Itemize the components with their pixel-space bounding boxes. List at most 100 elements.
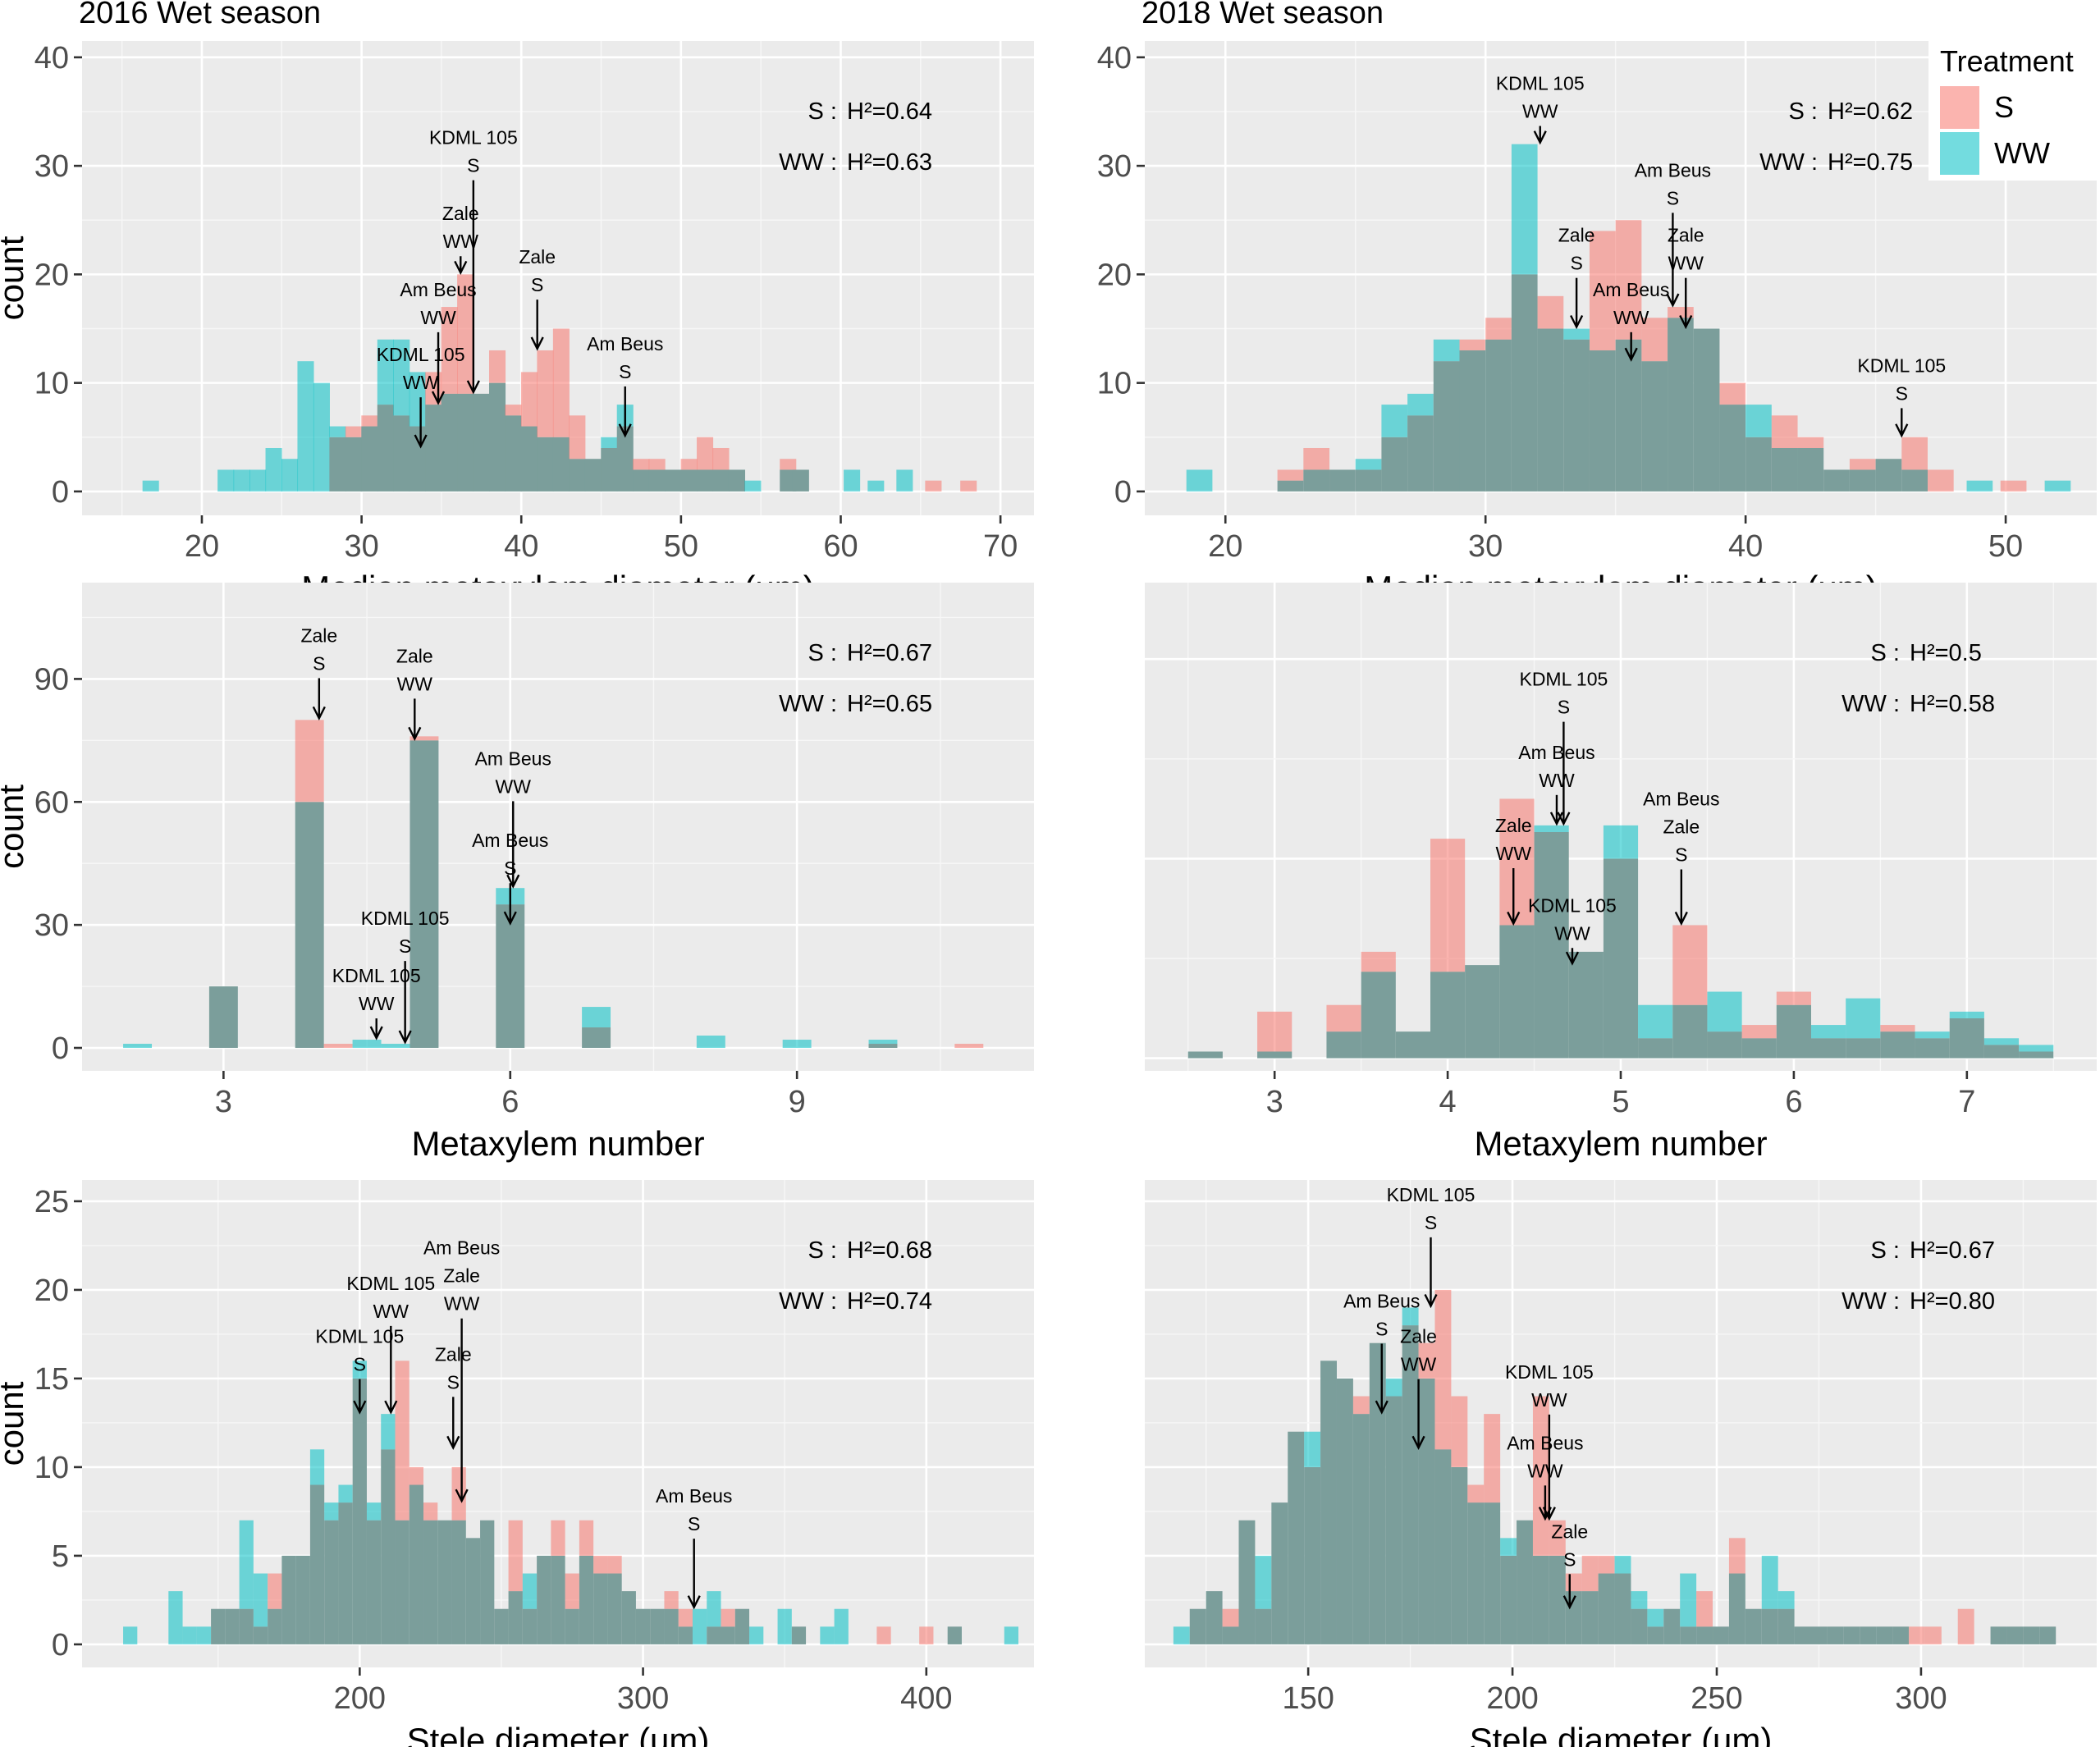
annotation-label: KDML 105 bbox=[346, 1273, 435, 1294]
annotation-label: S bbox=[313, 652, 325, 674]
legend: Treatment S WW bbox=[1928, 41, 2097, 181]
bar-s bbox=[1719, 382, 1746, 405]
bar-ww bbox=[239, 1520, 254, 1609]
bar-ww bbox=[123, 1044, 153, 1049]
bar-ww bbox=[366, 1502, 382, 1521]
bar-overlap bbox=[1761, 1608, 1778, 1644]
bar-overlap bbox=[1484, 1502, 1501, 1644]
annotation-label: Am Beus bbox=[1518, 742, 1594, 763]
bar-overlap bbox=[345, 437, 362, 492]
y-axis-label: count bbox=[0, 1381, 30, 1466]
annotation-label: WW bbox=[1531, 1389, 1567, 1411]
annotation-label: Am Beus bbox=[423, 1237, 500, 1259]
annotation-arrowhead bbox=[1679, 314, 1693, 330]
bar-overlap bbox=[1288, 1431, 1305, 1644]
bar-ww bbox=[777, 1608, 792, 1644]
bar-s bbox=[680, 459, 698, 470]
bar-ww bbox=[782, 1040, 812, 1049]
bar-overlap bbox=[1451, 1466, 1468, 1644]
bar-overlap bbox=[633, 469, 650, 492]
annotation-label: WW bbox=[420, 307, 456, 328]
annotation-arrowhead bbox=[1674, 911, 1688, 926]
season-title: 2018 Wet season bbox=[1142, 0, 1384, 30]
y-tick-label: 15 bbox=[34, 1362, 69, 1397]
bar-ww bbox=[1304, 1431, 1321, 1467]
bar-overlap bbox=[1369, 1342, 1386, 1644]
bar-ww bbox=[1511, 144, 1538, 275]
y-axis-label: count bbox=[0, 784, 30, 869]
annotation-label: KDML 105 bbox=[1857, 354, 1946, 376]
bar-overlap bbox=[1741, 1038, 1777, 1059]
bar-overlap bbox=[1465, 965, 1500, 1059]
bar-overlap bbox=[1719, 405, 1746, 492]
panel-p5: 200 300 400 0 5 10 15 20 25 Stele diameter (um) co… bbox=[0, 1180, 1034, 1747]
heritability-label: S : bbox=[1871, 640, 1900, 666]
bar-overlap bbox=[537, 1555, 551, 1644]
bar-overlap bbox=[1827, 1626, 1844, 1644]
bar-overlap bbox=[393, 415, 410, 492]
bar-s bbox=[1668, 307, 1694, 318]
bar-overlap bbox=[295, 802, 324, 1049]
annotation-arrowhead bbox=[1565, 951, 1580, 966]
heritability-label: S : bbox=[1789, 98, 1818, 125]
bar-overlap bbox=[1875, 459, 1902, 492]
annotation-label: Zale bbox=[435, 1343, 472, 1365]
bar-ww bbox=[1915, 1031, 1950, 1039]
bar-overlap bbox=[1614, 1573, 1631, 1644]
bar-overlap bbox=[324, 1520, 339, 1644]
bar-overlap bbox=[648, 469, 666, 492]
bar-s bbox=[780, 459, 797, 470]
bar-s bbox=[1598, 1555, 1615, 1574]
y-tick-label: 10 bbox=[34, 1451, 69, 1485]
annotation-label: Am Beus bbox=[472, 830, 548, 851]
bar-ww bbox=[313, 382, 330, 492]
annotation-label: Zale bbox=[1551, 1521, 1588, 1542]
bar-ww bbox=[1647, 1608, 1664, 1627]
annotation-arrowhead bbox=[1533, 130, 1547, 145]
y-tick-label: 0 bbox=[1114, 475, 1132, 510]
bar-ww bbox=[142, 480, 159, 492]
bar-s bbox=[1771, 415, 1798, 448]
bar-overlap bbox=[616, 426, 634, 492]
bar-s bbox=[579, 1520, 594, 1556]
bar-overlap bbox=[1395, 1031, 1430, 1059]
annotation-label: S bbox=[1425, 1212, 1437, 1233]
bar-overlap bbox=[1680, 1626, 1697, 1644]
bar-overlap bbox=[1745, 437, 1772, 492]
annotation-label: S bbox=[399, 935, 411, 957]
bar-ww bbox=[2019, 1045, 2054, 1052]
bar-ww bbox=[1355, 459, 1382, 470]
heritability-label: WW : bbox=[779, 1288, 837, 1315]
annotation-label: WW bbox=[1527, 1460, 1563, 1481]
bar-s bbox=[1581, 1555, 1599, 1592]
panel-background bbox=[82, 583, 1034, 1071]
annotation-label: S bbox=[688, 1513, 700, 1534]
bar-overlap bbox=[441, 393, 458, 492]
bar-overlap bbox=[465, 1538, 481, 1644]
bar-overlap bbox=[1407, 415, 1434, 492]
annotation-label: KDML 105 bbox=[361, 908, 450, 929]
x-tick-label: 150 bbox=[1282, 1681, 1334, 1716]
bar-s bbox=[697, 437, 714, 470]
bar-s bbox=[925, 480, 942, 492]
bar-overlap bbox=[225, 1608, 240, 1644]
bar-ww bbox=[1983, 1038, 2020, 1045]
annotation-label: S bbox=[531, 274, 543, 295]
y-tick-label: 25 bbox=[34, 1185, 69, 1219]
bar-overlap bbox=[1776, 1004, 1811, 1059]
bar-ww bbox=[309, 1449, 325, 1485]
annotation-arrowhead bbox=[1562, 1595, 1576, 1610]
heritability-value: H²=0.68 bbox=[847, 1237, 932, 1264]
annotation-arrowhead bbox=[408, 726, 422, 742]
bar-s bbox=[1484, 1414, 1501, 1503]
bar-s bbox=[537, 350, 554, 437]
annotation-label: KDML 105 bbox=[332, 965, 421, 986]
y-tick-label: 0 bbox=[52, 1628, 69, 1662]
bar-s bbox=[295, 720, 324, 803]
annotation-arrowhead bbox=[312, 706, 326, 721]
annotation-label: WW bbox=[444, 1293, 480, 1315]
bar-s bbox=[633, 459, 650, 470]
x-tick-label: 5 bbox=[1612, 1085, 1629, 1119]
bar-ww bbox=[352, 1361, 367, 1379]
bar-s bbox=[323, 1044, 353, 1049]
